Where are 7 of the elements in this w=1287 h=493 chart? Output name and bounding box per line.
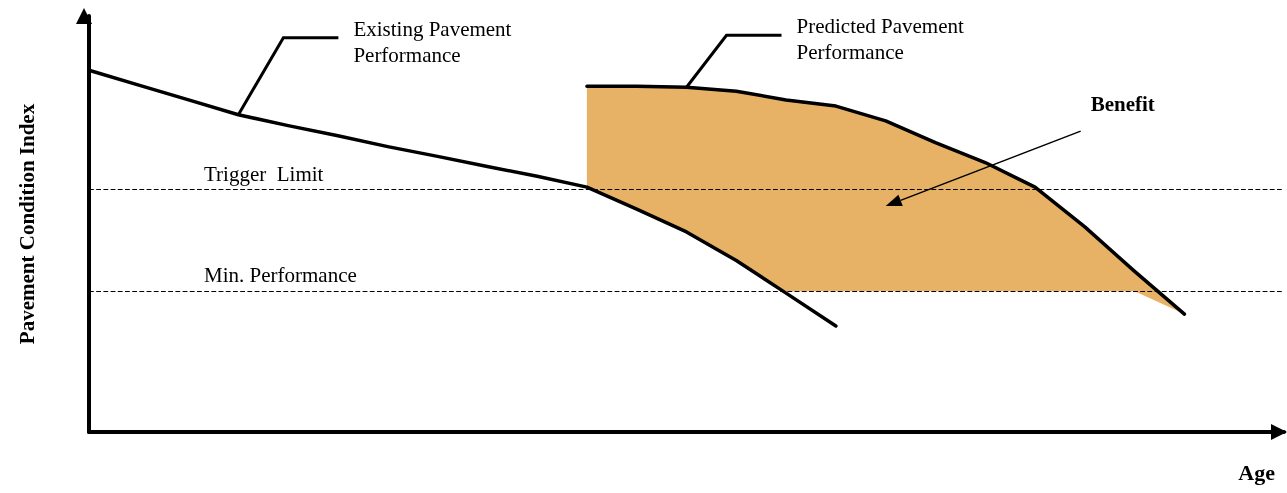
series-label: Predicted Pavement Performance <box>796 14 970 65</box>
y-axis-title: Pavement Condition Index <box>14 103 39 345</box>
ref-line-label: Trigger Limit <box>204 162 324 187</box>
x-axis-title: Age <box>1238 459 1276 485</box>
ref-line-label: Min. Performance <box>204 263 357 288</box>
annotation: Benefit <box>1090 91 1155 116</box>
text: Existing Pavement Performance <box>353 16 517 67</box>
